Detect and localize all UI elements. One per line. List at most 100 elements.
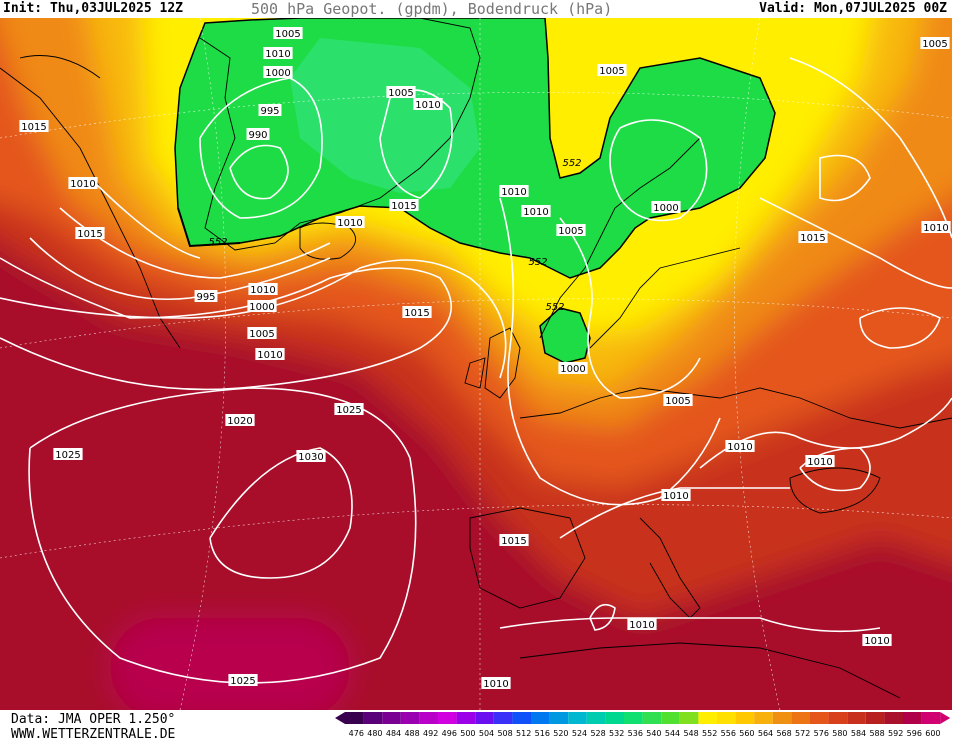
svg-text:1005: 1005	[599, 66, 624, 77]
svg-text:1005: 1005	[558, 226, 583, 237]
pressure-label: 1015	[75, 227, 105, 240]
scale-label: 496	[442, 729, 457, 738]
geopotential-label: 552	[545, 302, 564, 313]
svg-text:1010: 1010	[70, 179, 95, 190]
pressure-label: 1010	[481, 677, 511, 690]
pressure-label: 1000	[263, 66, 293, 79]
scale-swatch	[679, 712, 699, 724]
scale-swatch	[531, 712, 550, 724]
pressure-label: 1030	[296, 450, 326, 463]
svg-text:1010: 1010	[864, 636, 889, 647]
svg-text:1010: 1010	[663, 491, 688, 502]
scale-swatch	[847, 712, 866, 724]
svg-text:1010: 1010	[629, 620, 654, 631]
svg-text:1015: 1015	[77, 229, 102, 240]
color-scale: 476 480 484 488 492 496 500 504 508 512 516 520 524 5…	[335, 712, 951, 738]
pressure-label: 1015	[389, 199, 419, 212]
scale-label: 508	[497, 729, 512, 738]
scale-label: 580	[832, 729, 847, 738]
scale-label: 556	[721, 729, 736, 738]
pressure-label: 1010	[661, 489, 691, 502]
geopotential-labels: 552 552 552 552	[208, 158, 581, 313]
pressure-label: 1005	[386, 86, 416, 99]
scale-label: 488	[404, 729, 419, 738]
scale-label: 560	[739, 729, 754, 738]
svg-text:1025: 1025	[336, 405, 361, 416]
scale-label: 600	[925, 729, 940, 738]
graticule	[0, 18, 952, 710]
map-svg: 1005101010009959901005101010151010100510…	[0, 18, 952, 710]
pressure-label: 1010	[255, 348, 285, 361]
scale-label: 500	[460, 729, 475, 738]
scale-swatch	[456, 712, 476, 724]
pressure-label: 1005	[920, 37, 950, 50]
scale-label: 504	[479, 729, 494, 738]
scale-swatch	[642, 712, 662, 724]
website: WWW.WETTERZENTRALE.DE	[11, 727, 176, 742]
pressure-label: 1005	[247, 327, 277, 340]
svg-text:995: 995	[260, 106, 279, 117]
svg-text:1010: 1010	[250, 285, 275, 296]
scale-swatch	[810, 712, 829, 724]
pressure-label: 1005	[597, 64, 627, 77]
scale-label: 484	[386, 729, 401, 738]
scale-label: 572	[795, 729, 810, 738]
svg-text:1015: 1015	[800, 233, 825, 244]
svg-text:990: 990	[248, 130, 267, 141]
scale-swatch	[661, 712, 680, 724]
scale-swatch	[717, 712, 736, 724]
contour-552	[177, 207, 241, 248]
scale-label: 576	[814, 729, 829, 738]
svg-text:1010: 1010	[265, 49, 290, 60]
svg-text:1010: 1010	[415, 100, 440, 111]
pressure-label: 1015	[19, 120, 49, 133]
scale-label: 524	[572, 729, 587, 738]
svg-text:1000: 1000	[653, 203, 678, 214]
scale-swatch	[735, 712, 755, 724]
scale-label: 512	[516, 729, 531, 738]
scale-label: 584	[851, 729, 866, 738]
scale-swatch	[698, 712, 717, 724]
svg-text:1020: 1020	[227, 416, 252, 427]
pressure-label: 1000	[651, 201, 681, 214]
pressure-label: 1010	[627, 618, 657, 631]
scale-label: 552	[702, 729, 717, 738]
pressure-label: 1010	[413, 98, 443, 111]
scale-label: 520	[553, 729, 568, 738]
pressure-label: 1010	[725, 440, 755, 453]
scale-swatch	[586, 712, 606, 724]
weather-map: 1005 1010 1000 995 990 1005 1010 1015 1010 1005 10…	[0, 18, 952, 710]
pressure-label: 990	[246, 128, 270, 141]
svg-text:1005: 1005	[275, 29, 300, 40]
scale-swatch	[438, 712, 457, 724]
scale-label: 596	[907, 729, 922, 738]
scale-swatch	[884, 712, 903, 724]
geopotential-label: 552	[562, 158, 581, 169]
pressure-label: 1005	[273, 27, 303, 40]
scale-swatch	[865, 712, 885, 724]
geopotential-label: 552	[528, 257, 547, 268]
scale-label: 564	[758, 729, 773, 738]
scale-label: 544	[665, 729, 680, 738]
svg-text:1015: 1015	[501, 536, 526, 547]
svg-text:1010: 1010	[501, 187, 526, 198]
scale-label: 516	[535, 729, 550, 738]
valid-time: Valid: Mon,07JUL2025 00Z	[759, 1, 947, 16]
svg-text:995: 995	[196, 292, 215, 303]
pressure-label: 1000	[558, 362, 588, 375]
scale-arrow-left	[335, 712, 345, 724]
scale-swatch	[903, 712, 922, 724]
scale-swatch	[624, 712, 643, 724]
svg-text:1010: 1010	[257, 350, 282, 361]
pressure-label: 1010	[263, 47, 293, 60]
svg-text:1000: 1000	[265, 68, 290, 79]
pressure-label: 1000	[247, 300, 277, 313]
pressure-label: 1025	[334, 403, 364, 416]
scale-swatch	[568, 712, 587, 724]
scale-swatch	[345, 712, 364, 724]
init-time: Init: Thu,03JUL2025 12Z	[3, 1, 184, 16]
svg-text:1010: 1010	[923, 223, 948, 234]
svg-text:1010: 1010	[483, 679, 508, 690]
pressure-label: 1015	[499, 534, 529, 547]
scale-swatch	[363, 712, 383, 724]
